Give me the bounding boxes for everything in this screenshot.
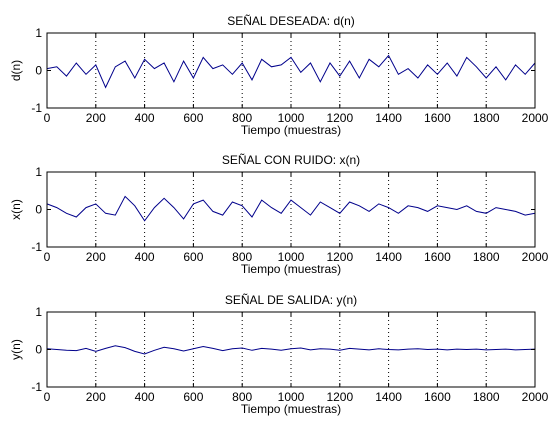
x-tick-label: 1600 [424, 250, 451, 264]
x-tick-label: 1800 [473, 250, 500, 264]
x-tick-label: 1600 [424, 111, 451, 125]
x-axis-label: Tiempo (muestras) [241, 402, 341, 416]
subplot-3: 0 200 400 600 800 1000 1200 1400 1600 1800 2000-10… [9, 293, 549, 416]
y-tick-label: -1 [31, 380, 42, 394]
x-tick-label: 2000 [522, 390, 549, 404]
y-tick-label: 1 [35, 305, 42, 319]
x-tick-label: 200 [86, 250, 106, 264]
x-tick-label: 600 [183, 250, 203, 264]
y-tick-label: 1 [35, 165, 42, 179]
y-axis-label: d(n) [9, 60, 23, 81]
x-tick-label: 200 [86, 111, 106, 125]
x-tick-label: 0 [44, 390, 51, 404]
y-tick-label: -1 [31, 240, 42, 254]
x-tick-label: 2000 [522, 250, 549, 264]
x-tick-label: 0 [44, 250, 51, 264]
plot-area [47, 172, 535, 247]
subplot-1: 0 200 400 600 800 1000 1200 1400 1600 1800 2000-10… [9, 14, 549, 137]
chart-title: SEÑAL DE SALIDA: y(n) [225, 293, 357, 307]
y-tick-label: -1 [31, 101, 42, 115]
x-tick-label: 0 [44, 111, 51, 125]
y-tick-label: 0 [35, 203, 42, 217]
x-tick-label: 600 [183, 111, 203, 125]
x-tick-label: 2000 [522, 111, 549, 125]
x-tick-label: 400 [135, 390, 155, 404]
chart-title: SEÑAL DESEADA: d(n) [227, 14, 355, 28]
x-axis-label: Tiempo (muestras) [241, 123, 341, 137]
x-tick-label: 1600 [424, 390, 451, 404]
x-tick-label: 1400 [375, 250, 402, 264]
chart-title: SEÑAL CON RUIDO: x(n) [222, 153, 360, 167]
y-tick-label: 0 [35, 343, 42, 357]
x-tick-label: 200 [86, 390, 106, 404]
y-tick-label: 1 [35, 26, 42, 40]
x-axis-label: Tiempo (muestras) [241, 262, 341, 276]
y-tick-label: 0 [35, 64, 42, 78]
x-tick-label: 600 [183, 390, 203, 404]
x-tick-label: 1400 [375, 390, 402, 404]
x-tick-label: 400 [135, 250, 155, 264]
x-tick-label: 400 [135, 111, 155, 125]
y-axis-label: y(n) [9, 339, 23, 360]
subplot-2: 0 200 400 600 800 1000 1200 1400 1600 1800 2000-10… [9, 153, 549, 276]
x-tick-label: 1800 [473, 390, 500, 404]
x-tick-label: 1400 [375, 111, 402, 125]
x-tick-label: 1800 [473, 111, 500, 125]
plot-area [47, 33, 535, 108]
y-axis-label: x(n) [9, 199, 23, 220]
